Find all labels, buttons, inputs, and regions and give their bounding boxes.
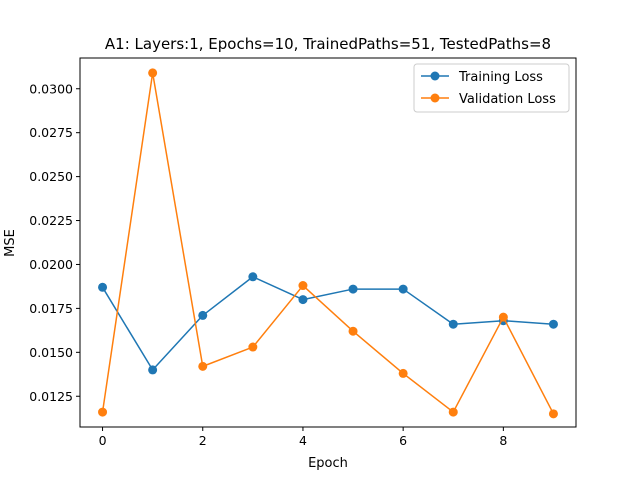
validation-loss-point: [298, 281, 308, 291]
training-loss-point: [298, 295, 308, 305]
y-tick-label: 0.0125: [29, 389, 73, 404]
training-loss-point: [248, 272, 258, 282]
y-tick-label: 0.0225: [29, 213, 73, 228]
y-tick-label: 0.0150: [29, 345, 73, 360]
validation-loss-point: [448, 407, 458, 417]
validation-loss-point: [248, 342, 258, 352]
training-loss-point: [398, 284, 408, 294]
legend-marker-validation: [430, 93, 440, 103]
y-tick-label: 0.0275: [29, 125, 73, 140]
plot-area-frame: [79, 57, 577, 428]
validation-loss-point: [548, 409, 558, 419]
training-loss-point: [448, 319, 458, 329]
validation-loss-point: [148, 68, 158, 78]
y-tick-label: 0.0200: [29, 257, 73, 272]
training-loss-line: [101, 276, 554, 371]
training-loss-point: [548, 319, 558, 329]
training-loss-point: [348, 284, 358, 294]
series-layer: [98, 68, 558, 419]
x-tick-label: 4: [299, 433, 307, 448]
y-tick-label: 0.0300: [29, 81, 73, 96]
legend-box: [413, 63, 570, 113]
legend-label-validation: Validation Loss: [459, 92, 556, 107]
validation-loss-point: [398, 368, 408, 378]
validation-loss-point: [498, 312, 508, 322]
x-tick-label: 0: [99, 433, 107, 448]
training-loss-point: [198, 310, 208, 320]
x-tick-label: 8: [499, 433, 507, 448]
y-axis-label: MSE: [3, 229, 18, 257]
training-loss-point: [98, 282, 108, 292]
y-axis-ticks: 0.0125 0.0150 0.0175 0.0200 0.0225 0.0250 0.02…: [29, 81, 80, 404]
validation-loss-point: [198, 361, 208, 371]
x-tick-label: 6: [399, 433, 407, 448]
validation-loss-point: [98, 407, 108, 417]
training-loss-point: [148, 365, 158, 375]
legend-label-training: Training Loss: [458, 70, 543, 85]
x-axis-label: Epoch: [308, 456, 348, 471]
validation-loss-point: [348, 326, 358, 336]
y-tick-label: 0.0175: [29, 301, 73, 316]
legend-marker-training: [430, 71, 440, 81]
chart-title: A1: Layers:1, Epochs=10, TrainedPaths=51…: [105, 35, 551, 53]
y-tick-label: 0.0250: [29, 169, 73, 184]
validation-loss-line: [101, 72, 555, 415]
x-axis-ticks: 0 2 4 6 8: [99, 427, 507, 448]
legend: Training Loss Validation Loss: [413, 63, 570, 113]
x-tick-label: 2: [199, 433, 207, 448]
